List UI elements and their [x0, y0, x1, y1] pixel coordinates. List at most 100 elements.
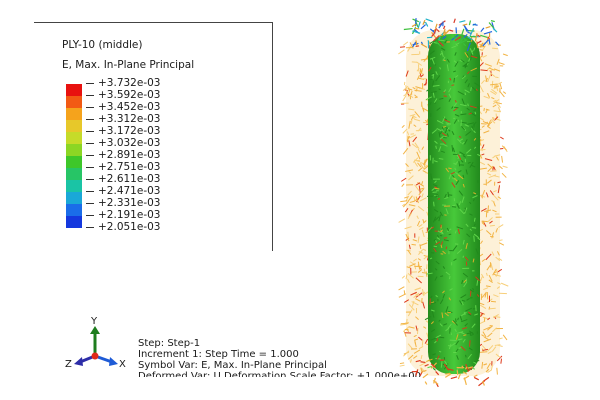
symbol-arrow [440, 150, 446, 153]
symbol-arrow [402, 41, 409, 46]
symbol-arrow [481, 207, 487, 212]
symbol-arrow [468, 112, 472, 115]
symbol-arrow [469, 213, 473, 216]
symbol-arrow [421, 146, 425, 151]
symbol-arrow [464, 89, 470, 94]
symbol-arrow [460, 159, 464, 163]
symbol-arrow [450, 171, 455, 175]
symbol-arrow [446, 64, 449, 72]
symbol-arrow [486, 121, 493, 127]
symbol-arrow [483, 107, 485, 112]
symbol-arrow [456, 354, 459, 360]
symbol-arrow [488, 174, 497, 179]
symbol-arrow [468, 20, 472, 26]
symbol-arrow [407, 195, 413, 202]
symbol-arrow [432, 80, 435, 87]
symbol-arrow [460, 345, 466, 351]
symbol-arrow [497, 282, 501, 285]
symbol-arrow [435, 23, 438, 29]
symbol-arrow [493, 190, 497, 193]
symbol-arrow [454, 52, 457, 56]
symbol-arrow [417, 21, 421, 30]
symbol-arrow [439, 211, 443, 217]
symbol-arrow [462, 75, 465, 78]
symbol-arrow [487, 205, 489, 213]
symbol-arrow [494, 116, 499, 121]
symbol-arrow [449, 288, 453, 291]
symbol-arrow [419, 244, 422, 249]
symbol-arrow [431, 186, 436, 191]
symbol-arrow [456, 249, 463, 254]
symbol-arrow [454, 61, 459, 67]
symbol-arrow [407, 272, 414, 279]
legend-color-bar [66, 84, 82, 228]
symbol-arrow [416, 220, 421, 227]
symbol-arrow [495, 227, 498, 233]
symbol-arrow [405, 85, 407, 91]
symbol-arrow [399, 46, 406, 48]
symbol-arrow [467, 122, 475, 125]
symbol-arrow [420, 354, 423, 360]
symbol-arrow [480, 273, 485, 279]
symbol-arrow [462, 371, 468, 375]
symbol-arrow [485, 25, 491, 29]
symbol-arrow [439, 323, 443, 327]
symbol-arrow [471, 86, 477, 92]
symbol-arrows-core [424, 39, 481, 373]
symbol-arrow [420, 24, 427, 30]
symbol-arrow [408, 87, 411, 92]
symbol-arrow [455, 334, 459, 340]
axis-triad: Y Z X [62, 316, 132, 378]
symbol-arrow [434, 195, 437, 197]
symbol-arrow [416, 151, 421, 160]
symbol-arrow [421, 193, 424, 198]
symbol-arrow [435, 371, 440, 376]
symbol-arrow [422, 248, 427, 251]
symbol-arrow [474, 111, 477, 115]
symbol-arrow [412, 239, 418, 242]
symbol-arrow [471, 226, 477, 229]
composite-model-viewport[interactable] [388, 10, 518, 394]
symbol-arrow [436, 234, 440, 238]
symbol-arrow [431, 73, 434, 77]
symbol-arrow [453, 107, 458, 112]
symbol-arrow [407, 135, 409, 143]
symbol-arrow [429, 101, 432, 106]
symbol-arrow [398, 286, 405, 291]
symbol-arrow [420, 58, 429, 61]
symbol-arrow [442, 136, 447, 139]
symbol-arrow [419, 197, 427, 202]
symbol-arrow [429, 78, 434, 81]
symbol-arrow [408, 170, 412, 174]
symbol-arrow [461, 327, 468, 330]
symbol-arrow [408, 244, 411, 250]
symbol-arrow [413, 349, 421, 354]
symbol-arrow [402, 94, 407, 102]
symbol-arrow [462, 272, 468, 278]
symbol-arrow [434, 216, 440, 221]
symbol-arrow [411, 300, 415, 307]
symbol-arrow [438, 157, 444, 160]
symbol-arrow [439, 52, 443, 56]
symbol-arrow [485, 75, 488, 83]
symbol-arrow [467, 311, 472, 315]
symbol-arrow [492, 27, 498, 33]
symbol-arrow [402, 128, 408, 134]
symbol-arrow [487, 332, 493, 338]
symbol-arrow [459, 316, 463, 321]
symbol-arrow [444, 39, 448, 44]
symbol-arrow [418, 223, 423, 228]
symbol-arrow [486, 179, 492, 184]
symbol-arrow [484, 209, 492, 212]
symbol-arrow [438, 214, 441, 222]
symbol-arrow [435, 41, 442, 47]
symbol-arrow [442, 28, 446, 35]
symbol-arrow [407, 278, 410, 284]
legend-color-cell [66, 204, 82, 216]
symbol-arrow [423, 268, 426, 273]
symbol-arrow [490, 72, 496, 77]
symbol-arrow [482, 316, 489, 320]
symbol-arrow [422, 19, 426, 26]
symbol-arrow [436, 237, 441, 240]
symbol-arrow [492, 194, 499, 201]
